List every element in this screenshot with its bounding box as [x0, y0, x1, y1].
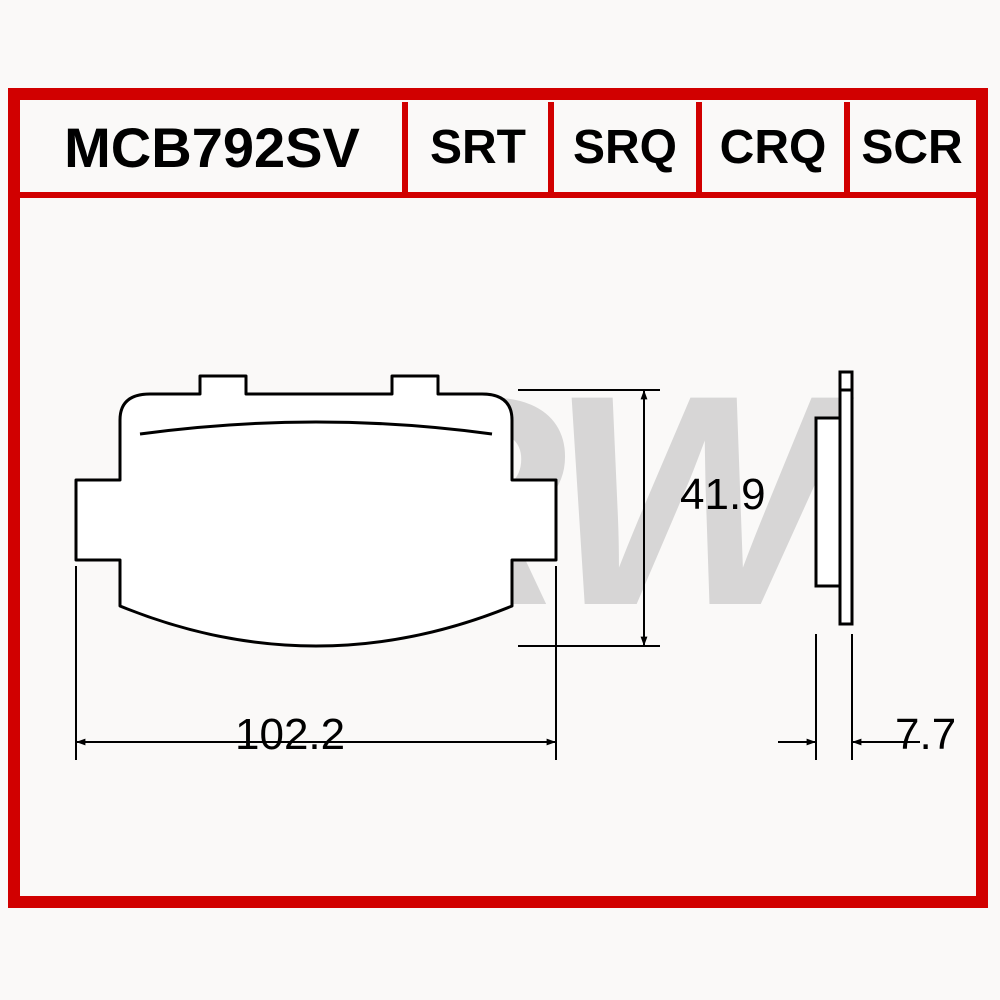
dimension-height-label: 41.9 [680, 470, 766, 520]
dimension-thickness-label: 7.7 [895, 710, 956, 760]
technical-drawing [0, 0, 1000, 1000]
dimension-width-label: 102.2 [235, 710, 345, 760]
